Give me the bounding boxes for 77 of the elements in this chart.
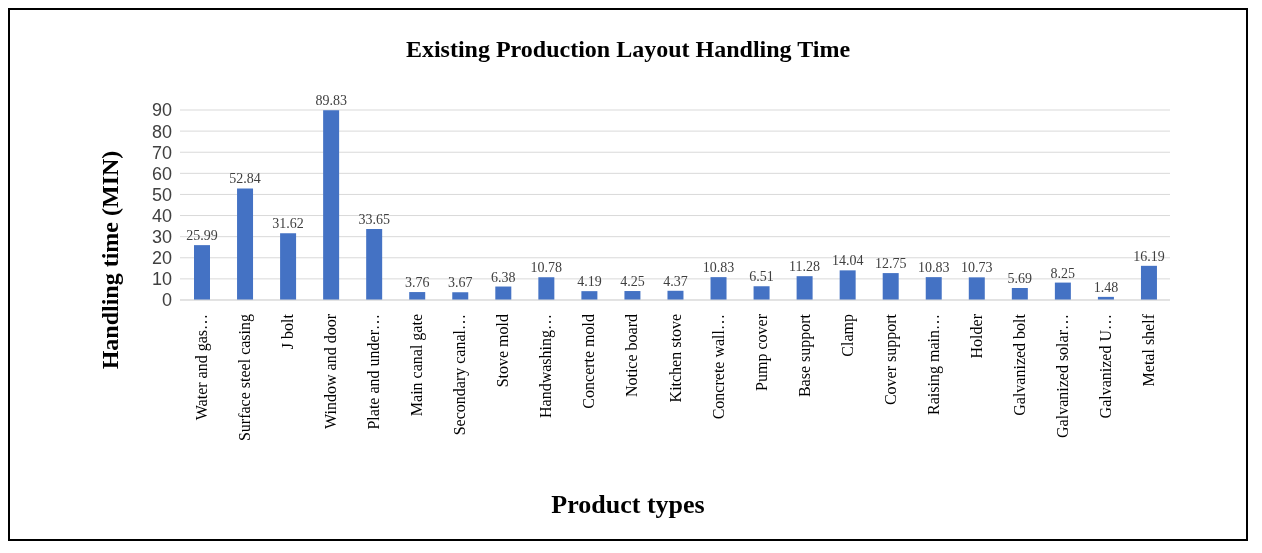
bar xyxy=(538,277,555,300)
y-tick-label: 40 xyxy=(151,205,172,226)
bar xyxy=(237,188,254,300)
bar xyxy=(796,276,813,300)
y-tick-label: 60 xyxy=(151,163,172,184)
data-label: 3.76 xyxy=(404,275,430,291)
x-tick-label: Stove mold xyxy=(494,314,512,388)
bar xyxy=(323,110,340,300)
data-label: 25.99 xyxy=(186,228,218,244)
x-tick-label: Main canal gate xyxy=(408,314,427,417)
x-tick-label: Galvanized solar… xyxy=(1053,314,1071,438)
bar xyxy=(839,270,856,300)
bar xyxy=(1054,282,1071,300)
bar xyxy=(194,245,210,300)
x-tick-label: Cover support xyxy=(881,313,900,406)
data-label: 10.83 xyxy=(702,260,735,276)
bar xyxy=(1140,265,1157,300)
bar xyxy=(1011,287,1028,300)
x-tick-label: Secondary canal… xyxy=(451,314,470,436)
bar xyxy=(710,277,727,300)
data-label: 14.04 xyxy=(831,253,864,269)
y-tick-label: 10 xyxy=(151,269,172,290)
x-tick-label: Base support xyxy=(795,313,814,398)
data-label: 10.78 xyxy=(530,260,563,276)
x-tick-label: Surface steel casing xyxy=(236,314,255,442)
y-tick-label: 90 xyxy=(151,100,172,121)
bar xyxy=(968,277,985,300)
x-tick-label: Holder xyxy=(967,313,985,359)
y-tick-label: 70 xyxy=(151,142,172,163)
x-tick-label: J bolt xyxy=(279,313,297,350)
data-label: 4.19 xyxy=(577,274,602,290)
data-label: 5.69 xyxy=(1007,270,1033,286)
y-tick-label: 20 xyxy=(151,248,172,269)
data-label: 89.83 xyxy=(315,93,347,109)
x-tick-label: Plate and under… xyxy=(365,314,383,430)
data-label: 31.62 xyxy=(272,216,304,232)
y-tick-label: 0 xyxy=(161,290,172,311)
x-tick-label: Window and door xyxy=(322,313,340,429)
x-axis-title: Product types xyxy=(550,490,706,520)
x-tick-label: Metal shelf xyxy=(1139,313,1157,387)
data-label: 8.25 xyxy=(1050,265,1076,281)
x-tick-label: Notice board xyxy=(623,314,641,398)
data-label: 6.38 xyxy=(491,269,516,285)
data-label: 4.37 xyxy=(663,273,688,289)
x-tick-label: Concerte mold xyxy=(580,314,598,409)
data-label: 10.73 xyxy=(961,260,993,276)
y-tick-label: 30 xyxy=(151,227,172,248)
bar xyxy=(753,286,770,300)
x-tick-label: Galvanized bolt xyxy=(1010,313,1028,416)
data-label: 33.65 xyxy=(358,211,390,227)
x-tick-label: Handwashing… xyxy=(537,314,556,418)
data-label: 6.51 xyxy=(749,269,774,285)
x-tick-label: Pump cover xyxy=(752,313,771,391)
data-label: 16.19 xyxy=(1133,248,1165,264)
y-tick-label: 80 xyxy=(151,121,172,142)
bar xyxy=(581,291,598,300)
data-label: 52.84 xyxy=(229,171,261,187)
x-tick-label: Water and gas… xyxy=(193,314,212,421)
y-tick-label: 50 xyxy=(151,184,172,205)
chart-title: Existing Production Layout Handling Time xyxy=(404,36,852,63)
x-tick-label: Clamp xyxy=(838,314,857,357)
data-label: 11.28 xyxy=(789,259,821,275)
bar xyxy=(925,277,942,300)
data-label: 12.75 xyxy=(874,256,907,272)
data-label: 3.67 xyxy=(448,275,473,291)
bar xyxy=(280,233,297,300)
data-label: 4.25 xyxy=(620,274,645,290)
bar xyxy=(452,292,469,300)
x-tick-label: Raising main… xyxy=(924,314,943,415)
x-tick-label: Galvanized U… xyxy=(1096,314,1114,419)
data-label: 1.48 xyxy=(1093,279,1119,295)
x-tick-label: Concrete wall… xyxy=(709,314,727,420)
bar xyxy=(366,228,383,300)
x-tick-label: Kitchen stove xyxy=(666,314,684,403)
bar xyxy=(882,273,899,300)
y-axis-title: Handling time (MIN) xyxy=(96,150,124,370)
data-label: 10.83 xyxy=(917,260,950,276)
